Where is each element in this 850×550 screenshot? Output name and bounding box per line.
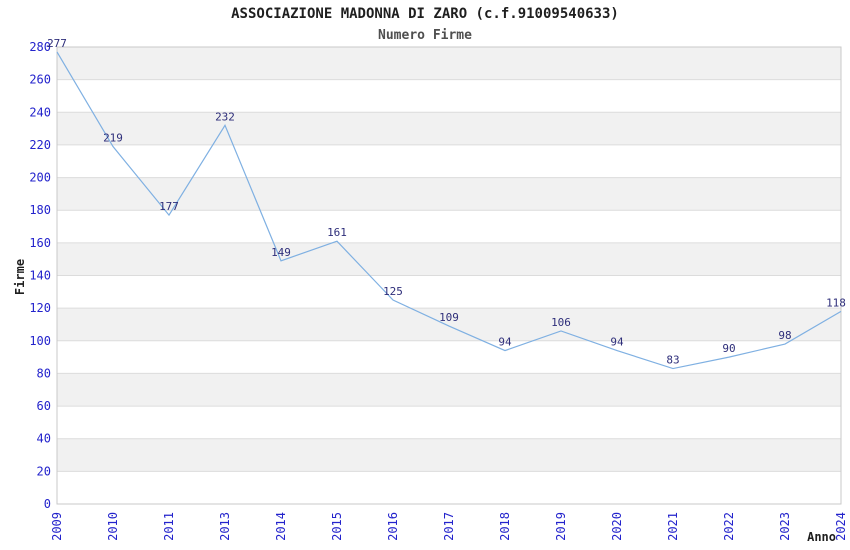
band-row [57,177,841,211]
x-tick-label: 2021 [666,512,680,541]
x-tick-label: 2017 [442,512,456,541]
data-point-label: 98 [778,329,791,342]
x-tick-label: 2015 [330,512,344,541]
data-point-label: 277 [47,37,67,50]
x-tick-label: 2011 [162,512,176,541]
x-tick-label: 2019 [554,512,568,541]
y-axis-title: Firme [13,259,27,295]
x-tick-label: 2020 [610,512,624,541]
x-tick-label: 2018 [498,512,512,541]
y-tick-label: 100 [29,334,51,348]
y-tick-label: 160 [29,236,51,250]
band-row [57,242,841,276]
x-axis-title: Anno [807,530,836,544]
data-point-label: 125 [383,285,403,298]
y-tick-label: 240 [29,105,51,119]
x-tick-label: 2024 [834,512,848,541]
data-point-label: 106 [551,316,571,329]
chart-title: ASSOCIAZIONE MADONNA DI ZARO (c.f.910095… [231,6,619,22]
y-tick-label: 60 [37,399,51,413]
band-row [57,308,841,341]
x-tick-label: 2022 [722,512,736,541]
y-tick-label: 140 [29,269,51,283]
y-tick-label: 260 [29,73,51,87]
data-point-label: 118 [826,296,846,309]
x-tick-label: 2023 [778,512,792,541]
data-point-label: 161 [327,226,347,239]
x-tick-label: 2016 [386,512,400,541]
y-tick-label: 40 [37,432,51,446]
data-point-label: 219 [103,132,123,145]
band-row [57,47,841,80]
x-tick-label: 2009 [50,512,64,541]
data-point-label: 94 [610,336,624,349]
x-tick-label: 2014 [274,512,288,541]
data-point-label: 94 [498,336,512,349]
data-point-label: 177 [159,200,179,213]
data-point-label: 90 [722,342,735,355]
band-row [57,373,841,407]
data-line [56,51,842,370]
y-tick-label: 200 [29,171,51,185]
plot-area: 0204060801001201401601802002202402602802… [29,37,848,541]
y-tick-label: 120 [29,301,51,315]
y-tick-label: 280 [29,40,51,54]
y-tick-label: 0 [44,497,51,511]
band-row [57,112,841,145]
data-point-label: 83 [666,354,679,367]
y-tick-label: 220 [29,138,51,152]
data-point-label: 109 [439,311,459,324]
x-tick-label: 2013 [218,512,232,541]
x-tick-label: 2010 [106,512,120,541]
chart-subtitle: Numero Firme [378,28,472,43]
y-tick-label: 20 [37,464,51,478]
plot-frame [56,46,842,505]
band-row [57,438,841,472]
data-point-label: 149 [271,246,291,259]
y-tick-label: 180 [29,203,51,217]
y-tick-label: 80 [37,366,51,380]
data-point-label: 232 [215,110,235,123]
